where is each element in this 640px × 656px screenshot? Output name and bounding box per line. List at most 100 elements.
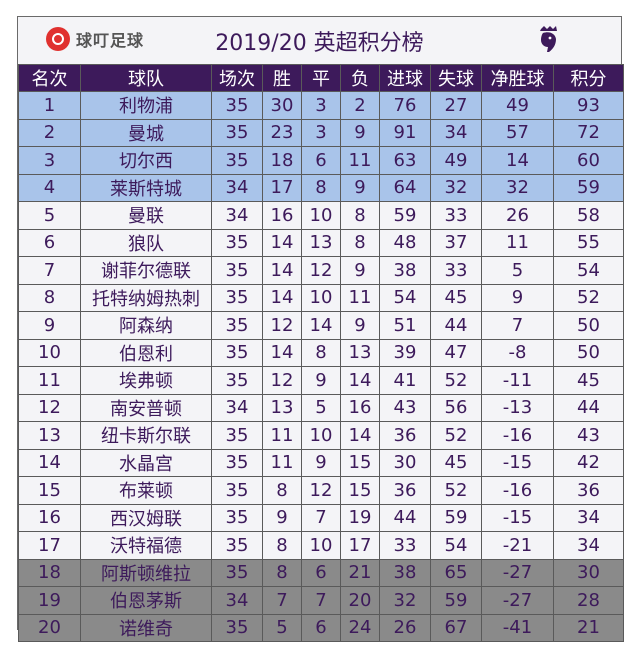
cell-goal-difference: -11 [481,366,554,395]
column-header-won: 胜 [262,64,302,92]
cell-drawn: 10 [301,283,341,312]
brand: 球叮足球 [46,27,144,51]
cell-points: 59 [553,173,624,202]
cell-played: 35 [211,613,263,642]
cell-rank: 16 [18,503,81,532]
cell-points: 42 [553,448,624,477]
cell-rank: 1 [18,91,81,120]
cell-goal-difference: -13 [481,393,554,422]
cell-drawn: 3 [301,91,341,120]
cell-goal-difference: -21 [481,531,554,560]
cell-rank: 8 [18,283,81,312]
cell-won: 11 [262,421,302,450]
cell-goals-for: 32 [379,586,431,615]
standings-body: 1 利物浦 35 30 3 2 76 27 49 93 2 曼城 35 23 3 9 91 34 57 72 3 切尔西 3… [18,91,624,642]
table-row: 5 曼联 34 16 10 8 59 33 26 58 [18,201,624,230]
cell-goals-against: 52 [430,421,482,450]
cell-goal-difference: -16 [481,476,554,505]
cell-played: 35 [211,558,263,587]
cell-won: 11 [262,448,302,477]
cell-played: 34 [211,586,263,615]
cell-team: 布莱顿 [80,476,212,505]
cell-drawn: 10 [301,531,341,560]
table-row: 2 曼城 35 23 3 9 91 34 57 72 [18,118,624,147]
cell-goals-against: 27 [430,91,482,120]
cell-won: 12 [262,366,302,395]
cell-rank: 15 [18,476,81,505]
cell-points: 34 [553,503,624,532]
cell-won: 13 [262,393,302,422]
cell-team: 沃特福德 [80,531,212,560]
cell-goals-against: 37 [430,228,482,257]
cell-team: 南安普顿 [80,393,212,422]
cell-goal-difference: 7 [481,311,554,340]
cell-goals-for: 76 [379,91,431,120]
cell-drawn: 9 [301,448,341,477]
cell-team: 利物浦 [80,91,212,120]
table-row: 16 西汉姆联 35 9 7 19 44 59 -15 34 [18,503,624,532]
cell-rank: 18 [18,558,81,587]
cell-lost: 15 [340,448,380,477]
cell-points: 55 [553,228,624,257]
cell-lost: 24 [340,613,380,642]
cell-goals-against: 47 [430,338,482,367]
cell-won: 9 [262,503,302,532]
cell-drawn: 7 [301,503,341,532]
cell-won: 16 [262,201,302,230]
cell-goal-difference: -15 [481,503,554,532]
cell-team: 伯恩利 [80,338,212,367]
table-row: 12 南安普顿 34 13 5 16 43 56 -13 44 [18,393,624,422]
cell-won: 14 [262,228,302,257]
cell-goals-against: 45 [430,448,482,477]
cell-drawn: 13 [301,228,341,257]
cell-played: 34 [211,201,263,230]
column-header-goal-difference: 净胜球 [481,64,554,92]
cell-played: 35 [211,118,263,147]
cell-lost: 19 [340,503,380,532]
cell-won: 8 [262,531,302,560]
cell-team: 切尔西 [80,146,212,175]
column-header-played: 场次 [211,64,263,92]
cell-played: 35 [211,366,263,395]
cell-rank: 19 [18,586,81,615]
table-row: 7 谢菲尔德联 35 14 12 9 38 33 5 54 [18,256,624,285]
table-row: 20 诺维奇 35 5 6 24 26 67 -41 21 [18,613,624,642]
cell-goals-against: 49 [430,146,482,175]
cell-won: 23 [262,118,302,147]
cell-rank: 3 [18,146,81,175]
cell-lost: 17 [340,531,380,560]
cell-team: 狼队 [80,228,212,257]
cell-points: 45 [553,366,624,395]
cell-won: 14 [262,256,302,285]
cell-rank: 5 [18,201,81,230]
cell-goal-difference: 26 [481,201,554,230]
cell-points: 52 [553,283,624,312]
cell-team: 莱斯特城 [80,173,212,202]
cell-rank: 14 [18,448,81,477]
cell-goals-against: 44 [430,311,482,340]
cell-rank: 17 [18,531,81,560]
cell-lost: 20 [340,586,380,615]
cell-won: 7 [262,586,302,615]
cell-goals-against: 45 [430,283,482,312]
cell-drawn: 3 [301,118,341,147]
cell-goals-for: 41 [379,366,431,395]
table-row: 17 沃特福德 35 8 10 17 33 54 -21 34 [18,531,624,560]
cell-won: 14 [262,283,302,312]
cell-points: 43 [553,421,624,450]
cell-team: 水晶宫 [80,448,212,477]
cell-lost: 9 [340,311,380,340]
cell-points: 50 [553,338,624,367]
cell-goal-difference: 49 [481,91,554,120]
table-row: 14 水晶宫 35 11 9 15 30 45 -15 42 [18,448,624,477]
cell-team: 谢菲尔德联 [80,256,212,285]
cell-goals-for: 43 [379,393,431,422]
cell-goals-against: 33 [430,201,482,230]
cell-team: 托特纳姆热刺 [80,283,212,312]
cell-goals-for: 38 [379,558,431,587]
cell-lost: 8 [340,228,380,257]
cell-played: 35 [211,311,263,340]
standings-header: 球叮足球 2019/20 英超积分榜 [18,17,621,64]
cell-played: 35 [211,91,263,120]
cell-points: 36 [553,476,624,505]
